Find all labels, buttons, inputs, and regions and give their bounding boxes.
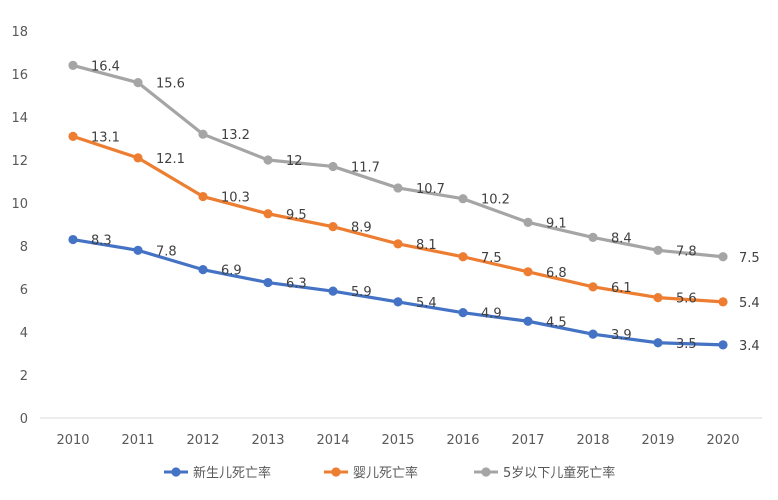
data-point [523, 267, 533, 277]
data-point [263, 155, 273, 165]
data-point [133, 78, 143, 88]
data-point [68, 60, 78, 70]
data-point [718, 297, 728, 307]
legend-swatch-marker [171, 467, 181, 477]
data-point [653, 293, 663, 303]
data-label: 16.4 [91, 59, 120, 74]
chart-axes: 0 2 4 6 8 10 12 14 16 18 2010 2011 2012 2013 2014 2015 2… [11, 25, 762, 448]
data-label: 15.6 [156, 77, 185, 92]
data-point [68, 234, 78, 245]
data-label: 13.1 [91, 130, 120, 145]
x-tick-label: 2020 [706, 433, 739, 448]
data-label: 8.3 [91, 234, 112, 249]
data-label: 8.1 [416, 238, 437, 253]
series-points [68, 60, 728, 350]
data-label: 10.3 [221, 191, 250, 206]
data-point [393, 183, 403, 193]
data-point [718, 252, 728, 262]
data-point [393, 239, 403, 249]
x-tick-label: 2015 [381, 433, 414, 448]
data-label: 3.5 [676, 337, 697, 352]
y-tick-label: 14 [11, 111, 28, 126]
data-point [523, 316, 533, 326]
data-point [458, 252, 468, 262]
data-label: 6.8 [546, 266, 567, 281]
x-tick-label: 2018 [576, 433, 609, 448]
data-label: 3.4 [739, 339, 760, 354]
data-labels: 8.3 7.8 6.9 6.3 5.9 5.4 4.9 4.5 3.9 3.5 3.4 13.1 12.… [91, 59, 760, 354]
x-tick-label: 2011 [121, 433, 154, 448]
data-point [133, 245, 143, 255]
data-point [458, 308, 468, 318]
x-tick-label: 2014 [316, 433, 349, 448]
data-label: 5.6 [676, 292, 697, 307]
data-label: 4.5 [546, 315, 567, 330]
x-tick-label: 2016 [446, 433, 479, 448]
y-tick-label: 8 [20, 240, 28, 255]
data-point [133, 153, 143, 163]
legend: 新生儿死亡率 婴儿死亡率 5岁以下儿童死亡率 [164, 465, 615, 481]
legend-label: 婴儿死亡率 [353, 465, 418, 481]
y-tick-label: 6 [20, 283, 28, 298]
data-label: 5.9 [351, 285, 372, 300]
legend-label: 5岁以下儿童死亡率 [503, 465, 615, 481]
y-tick-label: 0 [20, 412, 28, 427]
data-label: 8.4 [611, 231, 632, 246]
data-point [653, 245, 663, 255]
x-tick-label: 2010 [56, 433, 89, 448]
data-point [458, 194, 468, 204]
data-point [588, 282, 598, 292]
data-point [263, 209, 273, 219]
data-label: 6.9 [221, 264, 242, 279]
data-label: 7.8 [676, 244, 697, 259]
x-tick-label: 2019 [641, 433, 674, 448]
data-label: 13.2 [221, 128, 250, 143]
data-label: 5.4 [416, 296, 437, 311]
y-tick-label: 10 [11, 197, 28, 212]
y-tick-label: 16 [11, 68, 28, 83]
x-tick-label: 2013 [251, 433, 284, 448]
y-tick-label: 4 [20, 326, 28, 341]
data-point [718, 340, 728, 350]
data-point [328, 222, 338, 232]
y-tick-label: 2 [20, 369, 28, 384]
data-label: 8.9 [351, 221, 372, 236]
data-label: 10.2 [481, 193, 510, 208]
data-label: 12 [286, 154, 303, 169]
data-point [328, 286, 338, 296]
legend-label: 新生儿死亡率 [193, 465, 271, 481]
data-point [263, 277, 273, 288]
data-label: 9.1 [546, 216, 567, 231]
data-label: 7.8 [156, 244, 177, 259]
data-label: 10.7 [416, 182, 445, 197]
data-label: 4.9 [481, 307, 502, 322]
data-label: 9.5 [286, 208, 307, 223]
data-point [523, 217, 533, 227]
y-tick-label: 12 [11, 154, 28, 169]
data-point [588, 329, 598, 339]
data-point [653, 338, 663, 348]
data-label: 3.9 [611, 328, 632, 343]
data-label: 7.5 [739, 251, 760, 266]
data-point [198, 191, 208, 202]
data-point [198, 265, 208, 275]
data-point [198, 129, 208, 139]
data-label: 6.3 [286, 277, 307, 292]
legend-swatch-marker [331, 467, 341, 477]
x-tick-label: 2017 [511, 433, 544, 448]
data-label: 7.5 [481, 251, 502, 266]
data-point [588, 232, 598, 242]
data-label: 11.7 [351, 160, 380, 175]
legend-swatch-marker [481, 467, 491, 477]
data-point [328, 161, 338, 172]
data-point [68, 131, 78, 141]
data-label: 6.1 [611, 281, 632, 296]
y-tick-label: 18 [11, 25, 28, 40]
data-label: 5.4 [739, 296, 760, 311]
data-label: 12.1 [156, 152, 185, 167]
x-tick-label: 2012 [186, 433, 219, 448]
data-point [393, 297, 403, 307]
